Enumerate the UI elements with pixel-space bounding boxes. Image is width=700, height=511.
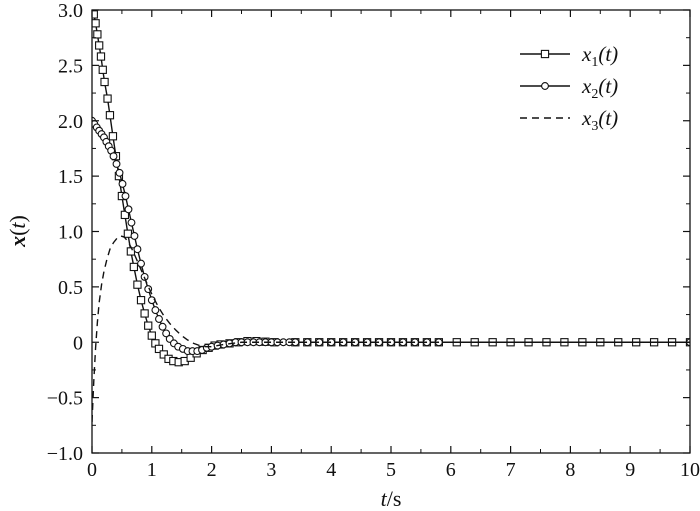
- x-tick-label: 1: [147, 459, 157, 481]
- data-point-x1(t): [129, 262, 139, 272]
- legend-label-sub: 3: [591, 119, 598, 134]
- legend: x1(t)x2(t)x3(t): [520, 42, 618, 134]
- data-point-x1(t): [96, 52, 106, 61]
- series-x3(t): [92, 235, 690, 423]
- data-point-x2(t): [158, 322, 167, 331]
- legend-label-arg: (t): [598, 106, 618, 130]
- y-tick-label: 1.5: [58, 166, 83, 188]
- x-tick-label: 0: [87, 459, 97, 481]
- data-point-x1(t): [100, 77, 109, 87]
- data-point-x1(t): [95, 41, 104, 50]
- data-point-x1(t): [120, 210, 130, 220]
- y-tick-label: 3.0: [58, 0, 83, 22]
- y-axis-title-arg: t: [5, 222, 30, 229]
- axes-layer: 0 1 2 3 4 5 6 7 8 9 10 −1.0 −0.5 0 0.5 1.0 1.5 2.0 2.5 3.0: [47, 0, 700, 481]
- data-point-x1(t): [136, 296, 146, 305]
- legend-label-sub: 2: [591, 87, 598, 102]
- x-tick-label: 7: [506, 459, 516, 481]
- y-tick-label: −1.0: [47, 443, 83, 465]
- data-point-x1(t): [133, 280, 142, 289]
- series-x2(t): [92, 116, 690, 356]
- data-point-x2(t): [127, 218, 136, 227]
- legend-item-x3(t): x3(t): [520, 106, 618, 134]
- legend-label: x3(t): [581, 106, 618, 134]
- legend-label-sub: 1: [591, 55, 598, 70]
- data-point-x1(t): [92, 10, 98, 19]
- legend-label: x2(t): [581, 74, 618, 102]
- data-point-x1(t): [159, 350, 168, 359]
- data-point-x2(t): [130, 231, 139, 240]
- y-tick-label: 1.0: [58, 222, 83, 244]
- data-point-x1(t): [154, 344, 164, 354]
- legend-label-base: x: [581, 106, 592, 130]
- data-point-x2(t): [155, 315, 163, 323]
- data-point-x1(t): [105, 111, 115, 120]
- data-point-x1(t): [108, 132, 118, 141]
- data-point-x2(t): [162, 329, 171, 338]
- y-axis-title: x(t): [5, 215, 30, 248]
- legend-label-base: x: [581, 42, 592, 66]
- y-tick-label: 2.0: [58, 111, 83, 133]
- x-tick-label: 5: [386, 459, 396, 481]
- data-point-x1(t): [123, 229, 133, 238]
- data-point-x2(t): [121, 192, 130, 201]
- legend-swatch-marker: [540, 49, 550, 59]
- y-tick-label: 0.5: [58, 277, 83, 299]
- data-point-x1(t): [103, 94, 112, 103]
- data-point-x1(t): [140, 309, 149, 318]
- data-point-x2(t): [151, 306, 160, 315]
- y-tick-label: 2.5: [58, 55, 83, 77]
- data-point-x2(t): [133, 245, 142, 254]
- data-point-x1(t): [126, 247, 136, 256]
- data-point-x2(t): [112, 159, 121, 168]
- axis-titles: t/s x(t): [5, 215, 401, 511]
- data-point-x1(t): [144, 321, 153, 330]
- data-point-x1(t): [92, 19, 100, 28]
- y-tick-label: 0: [73, 332, 83, 354]
- x-tick-label: 8: [565, 459, 575, 481]
- legend-label-base: x: [581, 74, 592, 98]
- data-point-x2(t): [124, 205, 133, 214]
- x-tick-label: 6: [446, 459, 456, 481]
- legend-label-arg: (t): [598, 74, 618, 98]
- legend-swatch-marker: [541, 82, 549, 90]
- data-point-x2(t): [137, 259, 145, 268]
- legend-label: x1(t): [581, 42, 618, 70]
- legend-item-x2(t): x2(t): [520, 74, 618, 102]
- y-axis-title-paren: (: [5, 229, 30, 236]
- series-line-x2(t): [92, 120, 690, 352]
- data-point-x2(t): [109, 152, 118, 161]
- series-layer: [92, 10, 690, 423]
- x-axis-title-var: t: [381, 486, 388, 511]
- legend-item-x1(t): x1(t): [520, 42, 618, 70]
- legend-label-arg: (t): [598, 42, 618, 66]
- x-axis-title: t/s: [381, 486, 402, 511]
- x-tick-label: 4: [326, 459, 336, 481]
- data-point-x1(t): [98, 65, 107, 74]
- data-point-x2(t): [118, 179, 127, 188]
- data-point-x1(t): [147, 331, 156, 340]
- x-tick-label: 3: [266, 459, 276, 481]
- data-point-x1(t): [93, 30, 102, 39]
- y-axis-title-paren: ): [5, 215, 30, 222]
- x-tick-label: 9: [625, 459, 635, 481]
- y-tick-label: −0.5: [47, 388, 83, 410]
- data-point-x2(t): [115, 168, 124, 177]
- x-tick-label: 10: [680, 459, 700, 481]
- x-tick-label: 2: [207, 459, 217, 481]
- x-axis-title-unit: /s: [387, 486, 402, 511]
- series-line-x3(t): [92, 235, 690, 423]
- y-axis-title-var: x: [5, 236, 30, 248]
